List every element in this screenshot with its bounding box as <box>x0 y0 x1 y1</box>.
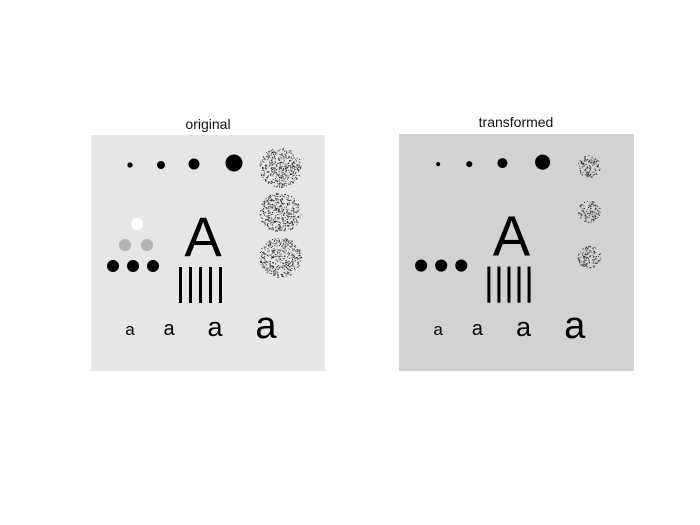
small-letter: a <box>516 311 532 342</box>
bar <box>487 266 491 303</box>
transformed-image: A a a a a <box>399 134 634 371</box>
big-letter: A <box>184 205 222 268</box>
bar <box>179 267 182 303</box>
small-letter: a <box>255 305 277 347</box>
white-dot <box>131 218 143 230</box>
black-dot <box>147 260 159 272</box>
dot <box>127 162 133 168</box>
noise-cluster <box>259 192 302 232</box>
dot <box>535 154 551 170</box>
dot <box>157 161 165 169</box>
bar <box>199 267 202 303</box>
gray-dot <box>141 239 153 251</box>
black-dot <box>455 259 468 272</box>
image-background <box>91 135 325 371</box>
bar <box>209 267 212 303</box>
noise-cluster <box>577 200 601 224</box>
bar <box>517 266 521 303</box>
black-dot <box>107 260 119 272</box>
original-image-panel: A a a a a <box>91 135 325 371</box>
dot <box>497 158 508 169</box>
dot <box>466 161 473 168</box>
noise-cluster <box>577 155 601 178</box>
noise-cluster <box>577 245 601 269</box>
panel-title-transformed: transformed <box>478 114 554 130</box>
original-image: A a a a a <box>91 135 325 371</box>
small-letter: a <box>207 312 223 342</box>
big-letter: A <box>493 205 531 268</box>
dot <box>188 158 200 170</box>
small-letter: a <box>125 320 135 339</box>
black-dot <box>127 260 139 272</box>
small-letter: a <box>163 318 175 340</box>
panel-title-original: original <box>185 116 231 132</box>
small-letter: a <box>433 320 443 339</box>
dot <box>436 162 441 167</box>
noise-cluster <box>259 147 302 188</box>
black-dot <box>435 259 448 272</box>
gray-dot <box>119 239 131 251</box>
noise-cluster <box>259 238 302 278</box>
bar <box>527 266 531 303</box>
bar <box>507 266 511 303</box>
small-letter: a <box>564 304 586 347</box>
transformed-image-panel: A a a a a <box>399 134 634 371</box>
bar <box>189 267 192 303</box>
black-dot <box>415 259 428 272</box>
bar <box>219 267 222 303</box>
dot <box>225 154 243 172</box>
small-letter: a <box>472 318 484 340</box>
bar <box>497 266 501 303</box>
